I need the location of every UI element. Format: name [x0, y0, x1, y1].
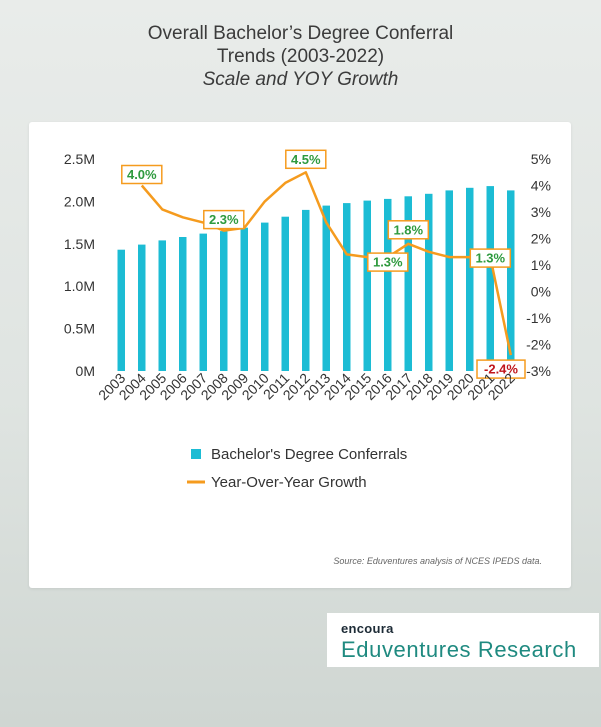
data-label-2004: 4.0% — [121, 164, 163, 185]
bar-2016 — [384, 198, 392, 371]
bar-2009 — [240, 227, 248, 371]
right-tick-label: -3% — [526, 363, 551, 379]
bar-2014 — [343, 203, 351, 371]
data-label-2017: 1.8% — [387, 220, 430, 240]
left-tick-label: 1.0M — [64, 278, 95, 294]
bar-2019 — [445, 190, 453, 371]
data-label-text: 4.5% — [291, 152, 321, 167]
data-label-2021: 1.3% — [469, 248, 512, 268]
chart-card: 4.0% 2.3% 4.5% 1.3% 1.8% 1.3% -2.4% 0M 0.5M 1.0M… — [29, 122, 571, 588]
data-label-box — [121, 164, 163, 185]
right-tick-label: 1% — [531, 257, 551, 273]
bar-2018 — [425, 193, 433, 371]
left-tick-label: 2.0M — [64, 193, 95, 209]
right-tick-label: 5% — [531, 151, 551, 167]
data-label-box — [387, 220, 430, 240]
bar-2010 — [261, 222, 269, 371]
data-label-text: 1.3% — [475, 251, 505, 266]
chart-title: Overall Bachelor’s Degree Conferral Tren… — [0, 22, 601, 91]
legend: Bachelor's Degree Conferrals Year-Over-Y… — [187, 446, 407, 491]
legend-bar-swatch — [191, 449, 201, 459]
data-label-2016: 1.3% — [367, 252, 409, 272]
bar-2011 — [281, 216, 289, 371]
data-label-text: 4.0% — [127, 167, 157, 182]
title-line-1: Overall Bachelor’s Degree Conferral — [147, 23, 454, 44]
right-tick-label: 2% — [531, 231, 551, 247]
source-note: Source: Eduventures analysis of NCES IPE… — [333, 556, 542, 566]
bar-2017 — [404, 196, 412, 371]
data-label-text: 2.3% — [209, 212, 239, 227]
data-label-box — [203, 209, 245, 230]
bar-2012 — [302, 209, 310, 371]
data-label-box — [285, 149, 327, 170]
bar-2013 — [322, 205, 330, 371]
bar-series — [117, 186, 515, 371]
bar-2020 — [466, 187, 474, 371]
bar-2004 — [138, 244, 146, 371]
logo-brand: encoura — [341, 621, 394, 636]
bar-2006 — [179, 237, 187, 371]
chart-subtitle: Scale and YOY Growth — [202, 69, 399, 90]
legend-bar-label: Bachelor's Degree Conferrals — [211, 446, 407, 463]
eduventures-logo: encoura Eduventures Research — [327, 613, 599, 667]
data-label-box — [476, 359, 526, 379]
data-label-box — [469, 248, 512, 268]
data-label-2022: -2.4% — [476, 359, 526, 379]
data-label-text: -2.4% — [484, 362, 518, 377]
data-labels: 4.0% 2.3% 4.5% 1.3% 1.8% 1.3% -2.4% — [121, 149, 526, 379]
bar-2008 — [220, 231, 228, 371]
right-tick-label: -1% — [526, 310, 551, 326]
logo-name: Eduventures Research — [341, 637, 577, 662]
right-tick-label: 4% — [531, 178, 551, 194]
right-tick-label: 3% — [531, 204, 551, 220]
combo-chart: 4.0% 2.3% 4.5% 1.3% 1.8% 1.3% -2.4% 0M 0.5M 1.0M… — [64, 149, 551, 566]
axes: 0M 0.5M 1.0M 1.5M 2.0M 2.5M -3% -2% -1% 0% 1% 2% 3% 4… — [64, 151, 551, 403]
left-tick-label: 1.5M — [64, 236, 95, 252]
left-tick-label: 2.5M — [64, 151, 95, 167]
legend-line-label: Year-Over-Year Growth — [211, 474, 367, 491]
bar-2007 — [199, 233, 207, 371]
left-tick-label: 0.5M — [64, 321, 95, 337]
data-label-box — [367, 252, 409, 272]
data-label-2012: 4.5% — [285, 149, 327, 170]
data-label-text: 1.8% — [393, 222, 423, 237]
bar-2005 — [158, 240, 166, 371]
right-tick-label: 0% — [531, 284, 551, 300]
data-label-text: 1.3% — [373, 255, 403, 270]
data-label-2008: 2.3% — [203, 209, 245, 230]
bar-2015 — [363, 200, 371, 371]
left-tick-label: 0M — [76, 363, 95, 379]
bar-2022 — [507, 190, 515, 371]
bar-2003 — [117, 249, 125, 371]
title-line-2: Trends (2003-2022) — [216, 46, 385, 67]
right-tick-label: -2% — [526, 337, 551, 353]
bar-2021 — [486, 186, 494, 371]
